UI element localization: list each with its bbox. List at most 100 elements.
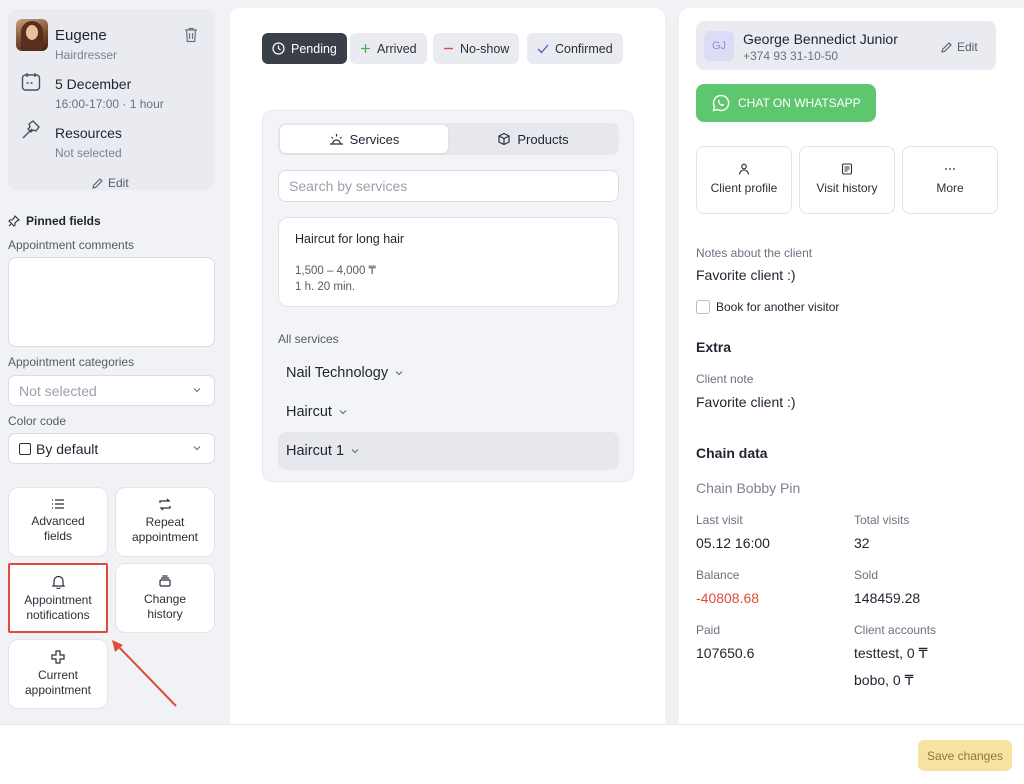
service-duration: 1 h. 20 min.: [295, 281, 356, 293]
client-edit-button[interactable]: Edit: [941, 40, 978, 54]
sold-value: 148459.28: [854, 590, 921, 606]
plus-icon: [361, 44, 370, 53]
current-appointment-label: Current appointment: [24, 668, 92, 697]
extra-title: Extra: [696, 339, 732, 355]
current-appointment-button[interactable]: Current appointment: [8, 639, 108, 709]
notes-value: Favorite client :): [696, 267, 796, 283]
notes-label: Notes about the client: [696, 246, 813, 260]
repeat-appointment-label: Repeat appointment: [131, 515, 199, 544]
advanced-fields-label: Advanced fields: [31, 514, 85, 543]
sold-label: Sold: [854, 568, 879, 582]
bell-icon: [51, 575, 65, 589]
status-pending-label: Pending: [291, 41, 337, 56]
status-noshow-label: No-show: [460, 41, 510, 56]
services-panel: Pending Arrived No-show Confirmed Servic…: [230, 8, 665, 724]
change-history-label: Change history: [143, 592, 187, 621]
client-edit-label: Edit: [957, 40, 978, 54]
clock-icon: [272, 42, 285, 55]
tab-services[interactable]: Services: [280, 125, 448, 153]
category-haircut[interactable]: Haircut: [278, 393, 619, 431]
paid-label: Paid: [696, 623, 721, 637]
book-for-another-label: Book for another visitor: [716, 300, 840, 314]
info-edit-button[interactable]: Edit: [92, 176, 129, 190]
status-confirmed-button[interactable]: Confirmed: [527, 33, 623, 64]
client-account-item: testtest, 0 ₸: [854, 645, 928, 661]
status-pending-button[interactable]: Pending: [262, 33, 347, 64]
categories-select[interactable]: Not selected: [8, 375, 215, 406]
more-actions-button[interactable]: More: [902, 146, 998, 214]
book-for-another-checkbox[interactable]: [696, 300, 710, 314]
category-label: Haircut 1: [286, 443, 345, 459]
color-code-label: Color code: [8, 414, 67, 428]
change-history-button[interactable]: Change history: [115, 563, 215, 633]
visit-history-button[interactable]: Visit history: [799, 146, 895, 214]
color-code-select[interactable]: By default: [8, 433, 215, 464]
book-for-another-row[interactable]: Book for another visitor: [696, 300, 839, 314]
box-icon: [498, 132, 510, 146]
services-search-input[interactable]: [278, 170, 619, 202]
comments-label: Appointment comments: [8, 238, 135, 252]
balance-label: Balance: [696, 568, 740, 582]
client-profile-label: Client profile: [710, 181, 778, 195]
list-icon: [52, 499, 64, 509]
status-confirmed-label: Confirmed: [555, 41, 613, 56]
last-visit-value: 05.12 16:00: [696, 535, 770, 551]
status-arrived-button[interactable]: Arrived: [350, 33, 427, 64]
client-note-label: Client note: [696, 372, 754, 386]
service-price: 1,500 – 4,000 ₸: [295, 265, 376, 277]
calendar-icon: [21, 73, 41, 91]
service-name: Haircut for long hair: [295, 232, 405, 246]
balance-value: -40808.68: [696, 590, 760, 606]
category-haircut-1[interactable]: Haircut 1: [278, 432, 619, 470]
advanced-fields-button[interactable]: Advanced fields: [8, 487, 108, 557]
check-icon: [537, 44, 549, 53]
tab-products[interactable]: Products: [449, 125, 617, 153]
save-changes-button[interactable]: Save changes: [918, 740, 1012, 771]
more-dots-icon: [945, 168, 955, 170]
status-noshow-button[interactable]: No-show: [433, 33, 520, 64]
appointment-date[interactable]: 5 December: [55, 76, 132, 92]
pencil-icon: [941, 41, 952, 53]
sunrise-icon: [329, 133, 343, 145]
client-account-item: bobo, 0 ₸: [854, 672, 914, 688]
client-note-value: Favorite client :): [696, 394, 796, 410]
info-edit-label: Edit: [108, 176, 129, 190]
comments-textarea[interactable]: [8, 257, 215, 347]
client-phone[interactable]: +374 93 31-10-50: [743, 49, 839, 63]
staff-name[interactable]: Eugene: [55, 27, 107, 44]
client-name[interactable]: George Bennedict Junior: [743, 31, 898, 47]
appointment-notifications-label: Appointment notifications: [24, 593, 92, 622]
chevron-down-icon: [339, 410, 347, 415]
document-icon: [841, 163, 853, 175]
trash-icon[interactable]: [184, 27, 198, 43]
category-nail-technology[interactable]: Nail Technology: [278, 354, 619, 392]
chevron-down-icon: [193, 388, 201, 393]
client-profile-button[interactable]: Client profile: [696, 146, 792, 214]
total-visits-value: 32: [854, 535, 870, 551]
categories-label: Appointment categories: [8, 355, 135, 369]
client-card: GJ George Bennedict Junior +374 93 31-10…: [696, 21, 996, 70]
tab-products-label: Products: [517, 131, 569, 147]
annotation-arrow-icon: [112, 640, 177, 707]
staff-avatar: [16, 19, 48, 51]
whatsapp-icon: [712, 94, 730, 112]
visit-history-label: Visit history: [816, 181, 878, 195]
resources-value[interactable]: Not selected: [55, 146, 122, 160]
footer-bar: [0, 724, 1024, 784]
whatsapp-chat-button[interactable]: CHAT ON WHATSAPP: [696, 84, 876, 122]
category-label: Haircut: [286, 404, 332, 420]
history-stack-icon: [159, 575, 171, 587]
client-accounts-label: Client accounts: [854, 623, 937, 637]
appointment-notifications-button[interactable]: Appointment notifications: [8, 563, 108, 633]
pencil-icon: [92, 177, 103, 189]
all-services-label: All services: [278, 332, 339, 346]
total-visits-label: Total visits: [854, 513, 910, 527]
appointment-info-card: Eugene Hairdresser 5 December 16:00-17:0…: [8, 9, 215, 190]
client-panel: GJ George Bennedict Junior +374 93 31-10…: [679, 8, 1024, 724]
client-initials-avatar: GJ: [704, 31, 734, 61]
chevron-down-icon: [193, 446, 201, 451]
resources-label: Resources: [55, 125, 122, 141]
pinned-fields-label: Pinned fields: [26, 214, 101, 228]
repeat-appointment-button[interactable]: Repeat appointment: [115, 487, 215, 557]
service-card[interactable]: Haircut for long hair 1,500 – 4,000 ₸ 1 …: [278, 217, 619, 307]
